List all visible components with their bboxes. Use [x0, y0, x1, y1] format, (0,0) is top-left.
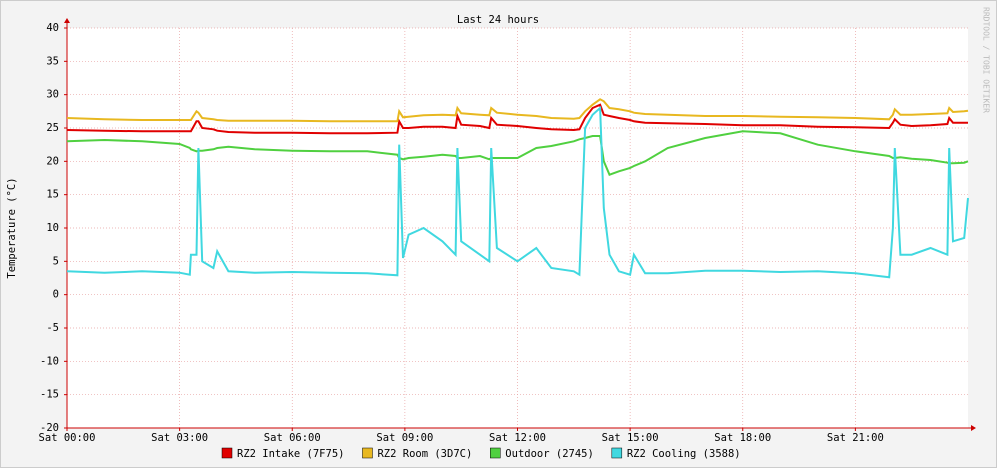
y-tick-label: 15: [46, 189, 59, 201]
series-line: [66, 130, 969, 176]
x-tick-label: Sat 18:00: [714, 432, 771, 444]
y-tick-label: 35: [46, 55, 59, 67]
legend-label: RZ2 Cooling (3588): [627, 448, 741, 460]
chart-title: Last 24 hours: [457, 14, 539, 26]
legend-label: RZ2 Intake (7F75): [237, 448, 344, 460]
series-line: [66, 103, 968, 135]
y-tick-label: 0: [53, 289, 59, 301]
y-tick-label: -5: [46, 322, 59, 334]
legend-swatch: [362, 447, 373, 459]
series-line: [66, 105, 969, 279]
y-tick-label: 30: [46, 89, 59, 101]
x-tick-label: Sat 21:00: [827, 432, 884, 444]
axis-arrow: [971, 425, 976, 431]
x-tick-label: Sat 00:00: [39, 432, 96, 444]
y-tick-label: 20: [46, 155, 59, 167]
y-tick-label: 5: [53, 255, 59, 267]
axis-arrow: [64, 18, 70, 23]
y-tick-label: 25: [46, 122, 59, 134]
legend-label: RZ2 Room (3D7C): [377, 448, 472, 460]
y-axis-label: Temperature (°C): [6, 177, 18, 278]
y-tick-label: 10: [46, 222, 59, 234]
x-tick-label: Sat 12:00: [489, 432, 546, 444]
series-line: [66, 98, 969, 123]
legend-swatch: [611, 447, 623, 459]
y-tick-label: 40: [46, 22, 59, 34]
x-tick-label: Sat 09:00: [376, 432, 433, 444]
legend-swatch: [221, 447, 233, 459]
y-tick-label: -15: [40, 389, 59, 401]
x-tick-label: Sat 06:00: [264, 432, 321, 444]
y-tick-label: -10: [40, 355, 59, 367]
watermark: RRDTOOL / TOBI OETIKER: [982, 7, 991, 113]
x-tick-label: Sat 15:00: [602, 432, 659, 444]
legend-label: Outdoor (2745): [505, 448, 594, 460]
y-tick-label: -20: [40, 422, 59, 434]
legend-swatch: [490, 447, 501, 459]
x-tick-label: Sat 03:00: [151, 432, 208, 444]
